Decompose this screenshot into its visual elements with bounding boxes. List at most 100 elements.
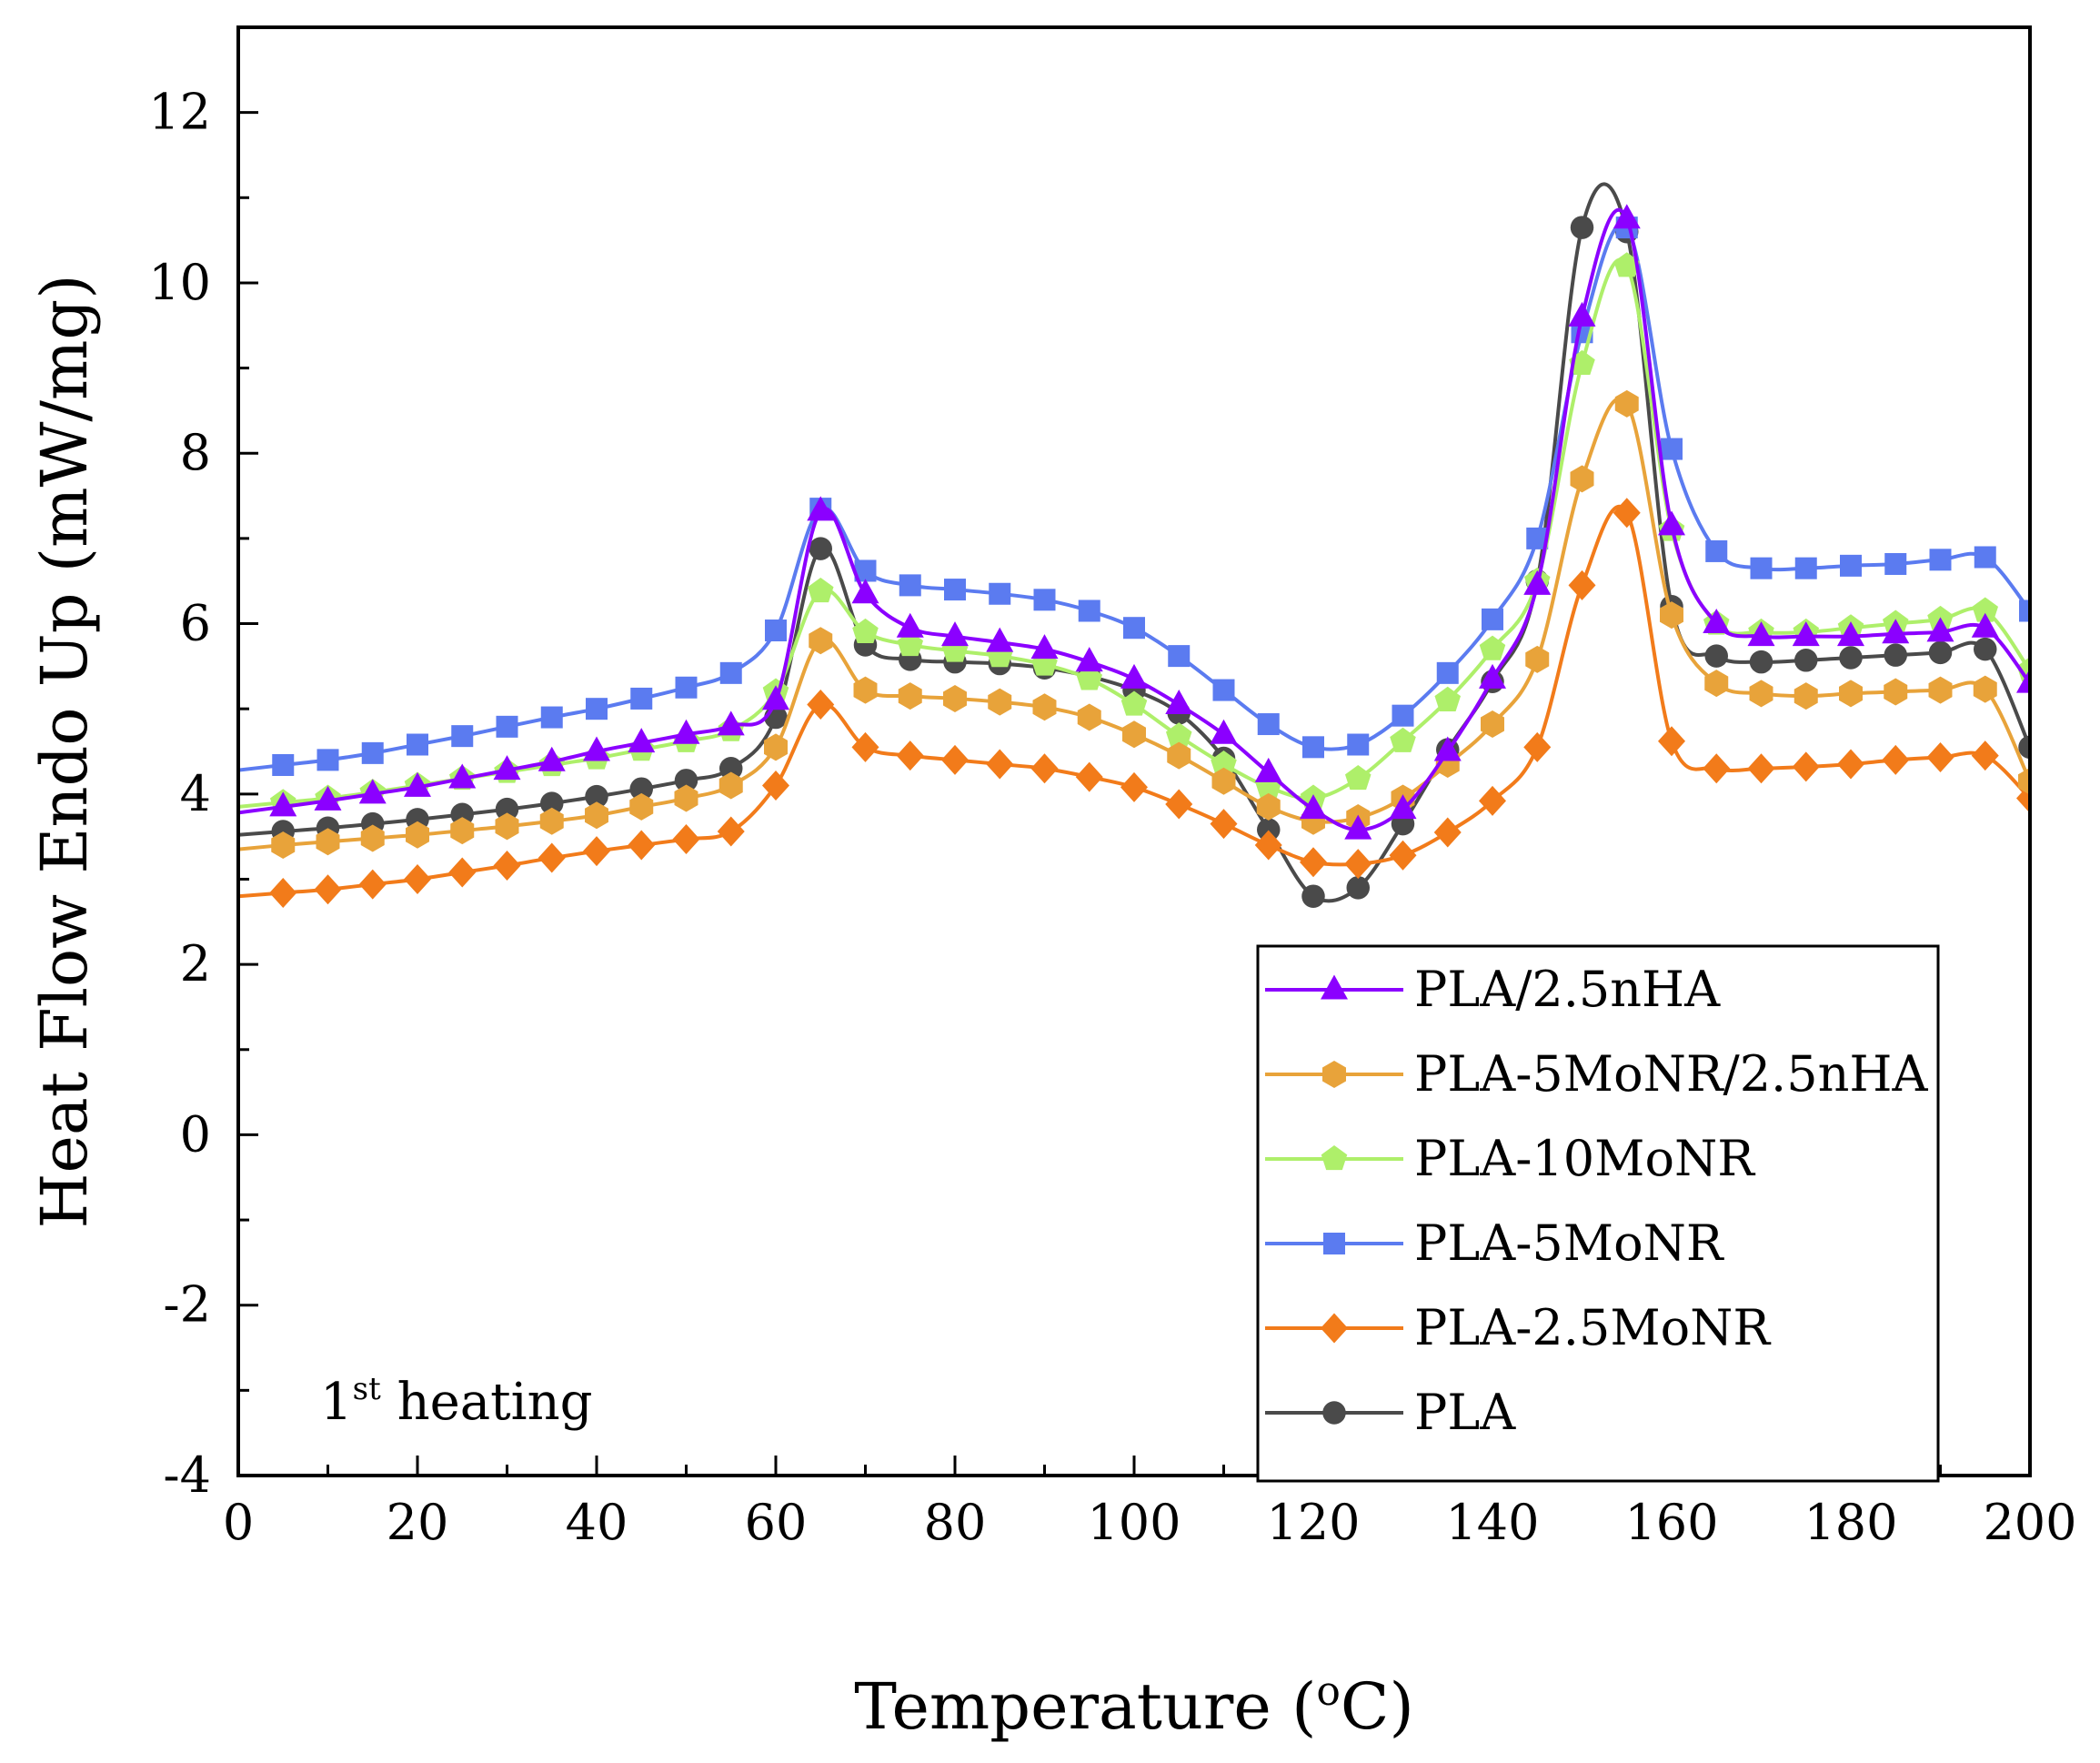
legend-marker [1323, 1233, 1345, 1254]
data-point [271, 831, 296, 860]
data-point [1837, 621, 1864, 647]
data-point [674, 784, 698, 812]
data-point [1926, 742, 1954, 773]
data-point [897, 630, 924, 657]
legend-label: PLA-10MoNR [1414, 1130, 1755, 1187]
data-point [1256, 792, 1281, 821]
data-point [1211, 767, 1236, 795]
data-point [1344, 814, 1372, 840]
data-point [493, 850, 521, 881]
data-point [943, 684, 967, 712]
data-point [1792, 751, 1820, 782]
y-tick-label: -2 [163, 1276, 211, 1334]
data-point [448, 857, 477, 888]
legend-marker [1321, 1313, 1348, 1344]
data-point [1389, 840, 1417, 871]
data-point [1254, 757, 1282, 782]
data-point [989, 582, 1011, 605]
data-point [1076, 665, 1103, 690]
heating-annotation: 1st heating [320, 1371, 593, 1432]
data-point [583, 736, 610, 761]
data-point [1168, 645, 1191, 668]
x-tick-label: 80 [924, 1494, 987, 1551]
data-point [1525, 645, 1550, 673]
x-tick-label: 140 [1445, 1494, 1539, 1551]
data-point [1971, 740, 1999, 771]
data-point [448, 763, 477, 789]
y-tick-label: 10 [148, 254, 211, 311]
data-point [986, 627, 1014, 652]
data-point [1749, 680, 1773, 708]
data-point [629, 777, 653, 801]
data-point [1840, 554, 1862, 577]
data-point [361, 741, 384, 764]
data-point [1392, 704, 1414, 727]
data-point [493, 755, 521, 781]
y-tick-label: -4 [163, 1446, 211, 1504]
data-point [1613, 252, 1641, 277]
data-point [1436, 661, 1459, 684]
axis-tick-labels: 0 20 40 60 80 100 120 140 160 180 200 -4 -2 0 2 4 6 8 10 12 [148, 84, 2076, 1551]
data-point [1302, 736, 1324, 759]
data-point [988, 688, 1012, 716]
x-tick-label: 200 [1983, 1494, 2076, 1551]
data-point [1212, 679, 1235, 701]
data-point [314, 785, 342, 811]
data-point [1390, 727, 1416, 752]
legend-item: PLA/2.5nHA [1265, 961, 1721, 1018]
data-point [1120, 771, 1148, 802]
x-tick-label: 0 [223, 1494, 254, 1551]
data-point [941, 621, 969, 647]
data-point [272, 753, 295, 776]
data-point [1077, 703, 1101, 731]
data-point [1926, 617, 1954, 642]
data-point [1167, 741, 1191, 770]
data-point [762, 770, 789, 801]
data-point [360, 824, 385, 852]
data-point [807, 577, 834, 603]
legend: PLA/2.5nHA PLA-5MoNR/2.5nHA PLA-10MoNR PLA-… [1256, 944, 1940, 1483]
data-point [1568, 301, 1596, 327]
data-point [1660, 601, 1683, 630]
data-point [764, 733, 788, 761]
data-point [538, 746, 566, 771]
data-point [1482, 608, 1503, 630]
data-point [1523, 731, 1552, 762]
x-axis-title: Temperature (oC) [854, 1668, 1414, 1744]
data-point [1300, 847, 1327, 878]
data-point [1433, 817, 1462, 848]
data-point [1837, 749, 1864, 780]
data-point [1570, 216, 1594, 239]
legend-item: PLA [1265, 1384, 1516, 1441]
series-pla-2-5monr [238, 498, 2030, 908]
data-point [1254, 830, 1282, 861]
data-point [941, 744, 969, 775]
legend-item: PLA-2.5MoNR [1265, 1299, 1771, 1356]
data-point [540, 791, 564, 815]
data-point [1257, 713, 1280, 736]
data-point [1344, 849, 1372, 880]
data-point [719, 756, 743, 781]
data-point [1972, 597, 1999, 622]
data-point [495, 797, 519, 821]
data-point [1033, 589, 1056, 611]
annotation-pre: 1 [320, 1373, 353, 1432]
x-tick-label: 100 [1087, 1494, 1181, 1551]
x-tick-label: 120 [1266, 1494, 1360, 1551]
annotation-sup: st [353, 1371, 381, 1407]
data-point [898, 682, 922, 710]
x-axis-title-pre: Temperature ( [854, 1669, 1316, 1744]
data-point [1614, 389, 1639, 418]
data-point [1794, 682, 1818, 710]
data-point [1165, 689, 1193, 714]
legend-label: PLA [1414, 1384, 1516, 1441]
series-layer [238, 182, 2030, 908]
data-point [1347, 733, 1370, 756]
data-point [1300, 794, 1327, 820]
data-point [1165, 722, 1192, 748]
data-point [762, 685, 789, 710]
data-point [675, 676, 698, 699]
data-point [1123, 617, 1145, 640]
data-point [1030, 634, 1059, 660]
y-tick-label: 8 [180, 424, 211, 481]
